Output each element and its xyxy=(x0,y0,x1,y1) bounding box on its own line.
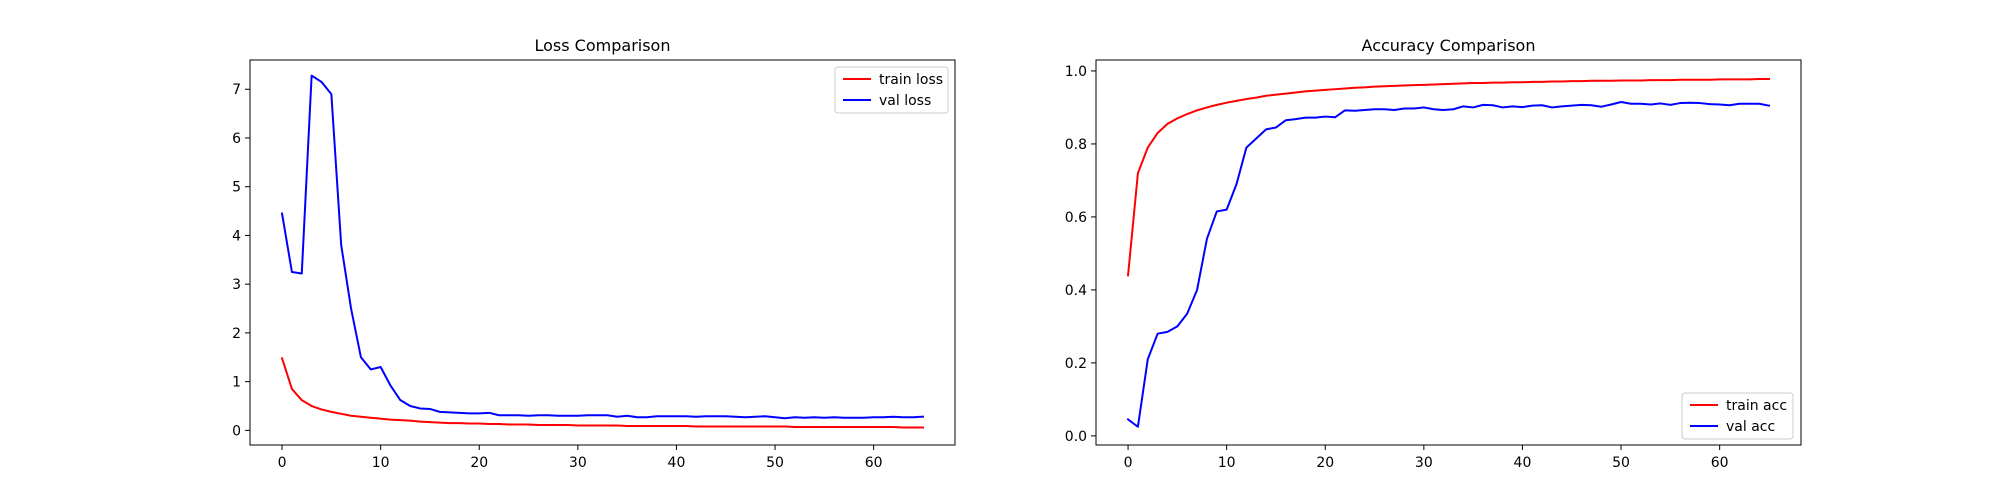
accuracy-series-line-val xyxy=(1126,100,1771,428)
loss-y-tick-label: 0 xyxy=(232,423,241,439)
accuracy-y-tick-label: 0.0 xyxy=(1065,429,1087,445)
accuracy-y-tick-label: 0.8 xyxy=(1065,137,1087,153)
loss-chart-marks: 0 10 20 30 40 50 60 0 1 2 3 4 5 6 7 xyxy=(232,74,924,471)
loss-legend-label-train: train loss xyxy=(879,72,943,88)
loss-series-line-val xyxy=(280,74,924,420)
accuracy-x-tick-label: 20 xyxy=(1316,455,1334,471)
loss-y-tick-label: 5 xyxy=(232,180,241,196)
loss-x-tick-label: 50 xyxy=(766,455,784,471)
loss-y-tick-label: 4 xyxy=(232,228,241,244)
loss-y-tick-label: 7 xyxy=(232,82,241,98)
accuracy-series-line-train xyxy=(1126,77,1770,277)
accuracy-chart-frame xyxy=(1095,59,1802,446)
accuracy-legend-label-train: train acc xyxy=(1726,398,1787,414)
loss-y-tick-label: 6 xyxy=(232,131,241,147)
accuracy-x-tick-label: 50 xyxy=(1612,455,1630,471)
accuracy-comparison-chart: Accuracy Comparison 0 10 20 30 40 50 600.00.20… xyxy=(1065,36,1802,471)
accuracy-y-tick-label: 0.6 xyxy=(1065,210,1087,226)
loss-legend-label-val: val loss xyxy=(879,93,931,109)
accuracy-x-tick-label: 60 xyxy=(1711,455,1729,471)
accuracy-chart-title: Accuracy Comparison xyxy=(1362,36,1536,55)
accuracy-y-tick-label: 0.4 xyxy=(1065,283,1087,299)
loss-series-line-train xyxy=(280,356,924,429)
loss-y-tick-label: 1 xyxy=(232,375,241,391)
accuracy-x-tick-label: 10 xyxy=(1218,455,1236,471)
loss-x-tick-label: 0 xyxy=(278,455,287,471)
accuracy-legend-label-val: val acc xyxy=(1726,419,1775,435)
loss-x-tick-label: 30 xyxy=(569,455,587,471)
loss-comparison-chart: Loss Comparison 0 10 20 30 40 50 60 0 1 2 3 4 5 6 7 tr… xyxy=(232,36,956,471)
accuracy-x-tick-label: 30 xyxy=(1415,455,1433,471)
loss-chart-legend: train loss val loss xyxy=(834,66,949,114)
accuracy-x-tick-label: 0 xyxy=(1124,455,1133,471)
loss-x-tick-label: 20 xyxy=(470,455,488,471)
accuracy-y-tick-label: 0.2 xyxy=(1065,356,1087,372)
loss-chart-frame xyxy=(249,59,956,446)
loss-x-tick-label: 60 xyxy=(865,455,883,471)
accuracy-y-tick-label: 1.0 xyxy=(1065,64,1087,80)
loss-x-tick-label: 40 xyxy=(668,455,686,471)
accuracy-chart-legend: train acc val acc xyxy=(1681,392,1794,440)
accuracy-chart-marks: 0 10 20 30 40 50 60 0.0 0.2 0.4 0.6 0.8 1.0 xyxy=(1065,64,1771,471)
accuracy-x-tick-label: 40 xyxy=(1514,455,1532,471)
loss-y-tick-label: 2 xyxy=(232,326,241,342)
loss-y-tick-label: 3 xyxy=(232,277,241,293)
loss-x-tick-label: 10 xyxy=(372,455,390,471)
loss-chart-title: Loss Comparison xyxy=(535,36,671,55)
